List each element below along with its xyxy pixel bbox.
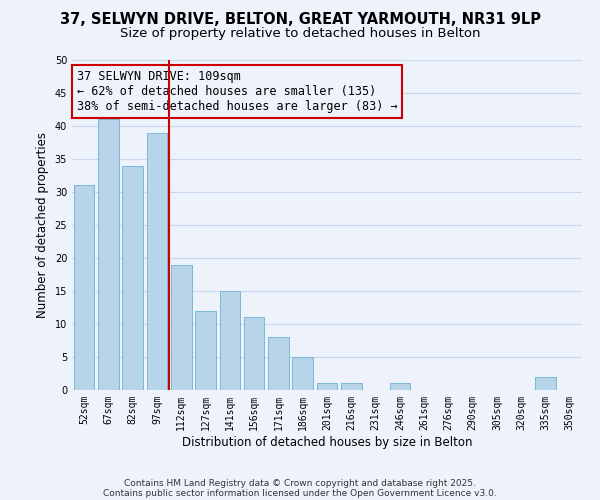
Bar: [122, 166, 143, 390]
Bar: [268, 337, 289, 390]
Y-axis label: Number of detached properties: Number of detached properties: [36, 132, 49, 318]
Bar: [98, 120, 119, 390]
Bar: [317, 384, 337, 390]
Bar: [292, 357, 313, 390]
Bar: [195, 311, 216, 390]
Bar: [244, 318, 265, 390]
Bar: [389, 384, 410, 390]
Bar: [171, 264, 191, 390]
Text: 37 SELWYN DRIVE: 109sqm
← 62% of detached houses are smaller (135)
38% of semi-d: 37 SELWYN DRIVE: 109sqm ← 62% of detache…: [77, 70, 398, 113]
Text: 37, SELWYN DRIVE, BELTON, GREAT YARMOUTH, NR31 9LP: 37, SELWYN DRIVE, BELTON, GREAT YARMOUTH…: [59, 12, 541, 28]
X-axis label: Distribution of detached houses by size in Belton: Distribution of detached houses by size …: [182, 436, 472, 448]
Bar: [146, 132, 167, 390]
Bar: [74, 186, 94, 390]
Text: Contains public sector information licensed under the Open Government Licence v3: Contains public sector information licen…: [103, 488, 497, 498]
Bar: [341, 384, 362, 390]
Bar: [220, 291, 240, 390]
Text: Contains HM Land Registry data © Crown copyright and database right 2025.: Contains HM Land Registry data © Crown c…: [124, 478, 476, 488]
Bar: [535, 377, 556, 390]
Text: Size of property relative to detached houses in Belton: Size of property relative to detached ho…: [120, 28, 480, 40]
